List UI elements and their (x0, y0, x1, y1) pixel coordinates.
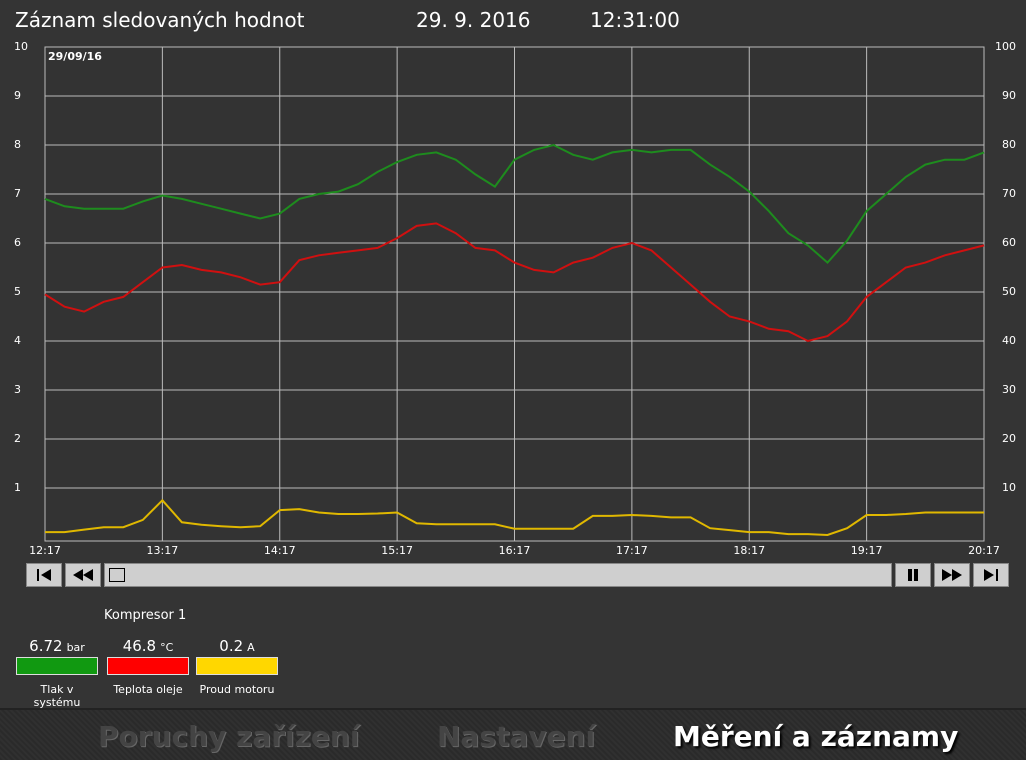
y-tick-label: 8 (14, 138, 21, 151)
readout: 0.2 (219, 637, 244, 655)
y-tick-label: 5 (14, 285, 21, 298)
y-tick-label: 6 (14, 236, 21, 249)
readout: 6.72 (29, 637, 63, 655)
time: 12:31:00 (590, 8, 680, 32)
y2-tick-label: 10 (1002, 481, 1016, 494)
date: 29. 9. 2016 (416, 8, 531, 32)
x-tick-label: 15:17 (381, 544, 413, 557)
x-tick-label: 17:17 (616, 544, 648, 557)
tab-bar: Poruchy zařízení Nastavení Měření a zázn… (0, 708, 1026, 760)
series-name: Proud motoru (199, 683, 275, 696)
x-tick-label: 16:17 (499, 544, 531, 557)
forward-button[interactable] (934, 563, 970, 587)
last-button[interactable] (973, 563, 1009, 587)
unit: °C (160, 641, 174, 654)
x-tick-label: 18:17 (733, 544, 765, 557)
color-swatch (16, 657, 98, 675)
indicator: 6.72 bar Tlak v systému (16, 636, 98, 709)
y2-tick-label: 100 (995, 40, 1016, 53)
series-name: Teplota oleje (113, 683, 183, 696)
y-tick-label: 3 (14, 383, 21, 396)
unit: A (247, 641, 255, 654)
x-tick-label: 14:17 (264, 544, 296, 557)
series-line (44, 143, 985, 265)
x-tick-label: 13:17 (147, 544, 179, 557)
series-name: Tlak v systému (33, 683, 81, 709)
y-tick-label: 4 (14, 334, 21, 347)
unit: bar (66, 641, 85, 654)
tab[interactable]: Poruchy zařízení (98, 720, 360, 753)
y-tick-label: 2 (14, 432, 21, 445)
y-tick-label: 9 (14, 89, 21, 102)
y2-tick-label: 60 (1002, 236, 1016, 249)
first-button[interactable] (26, 563, 62, 587)
device-label: Kompresor 1 (104, 608, 187, 623)
rewind-button[interactable] (65, 563, 101, 587)
y2-tick-label: 20 (1002, 432, 1016, 445)
color-swatch (196, 657, 278, 675)
title: Záznam sledovaných hodnot (15, 8, 305, 32)
readout: 46.8 (122, 637, 157, 655)
date-label: 29/09/16 (48, 50, 102, 63)
y2-tick-label: 40 (1002, 334, 1016, 347)
y2-tick-label: 80 (1002, 138, 1016, 151)
tab[interactable]: Měření a záznamy (673, 720, 959, 753)
y2-tick-label: 50 (1002, 285, 1016, 298)
x-tick-label: 12:17 (29, 544, 61, 557)
y2-tick-label: 90 (1002, 89, 1016, 102)
x-tick-label: 19:17 (851, 544, 883, 557)
series-line (45, 498, 984, 537)
scroll-thumb[interactable] (109, 568, 125, 582)
scrollbar[interactable] (104, 563, 892, 587)
indicator: 46.8 °C Teplota oleje (107, 636, 189, 696)
y2-tick-label: 30 (1002, 383, 1016, 396)
y2-tick-label: 70 (1002, 187, 1016, 200)
indicator: 0.2 A Proud motoru (196, 636, 278, 696)
y-tick-label: 10 (14, 40, 28, 53)
series-line (44, 222, 985, 343)
tab[interactable]: Nastavení (437, 720, 596, 753)
y-tick-label: 7 (14, 187, 21, 200)
color-swatch (107, 657, 189, 675)
chart: 1 2 3 4 5 6 7 8 9 10 10 20 30 40 50 60 70 80 90 100 12:17 13:… (14, 40, 1016, 557)
y-tick-label: 1 (14, 481, 21, 494)
pause-button[interactable] (895, 563, 931, 587)
x-tick-label: 20:17 (968, 544, 1000, 557)
